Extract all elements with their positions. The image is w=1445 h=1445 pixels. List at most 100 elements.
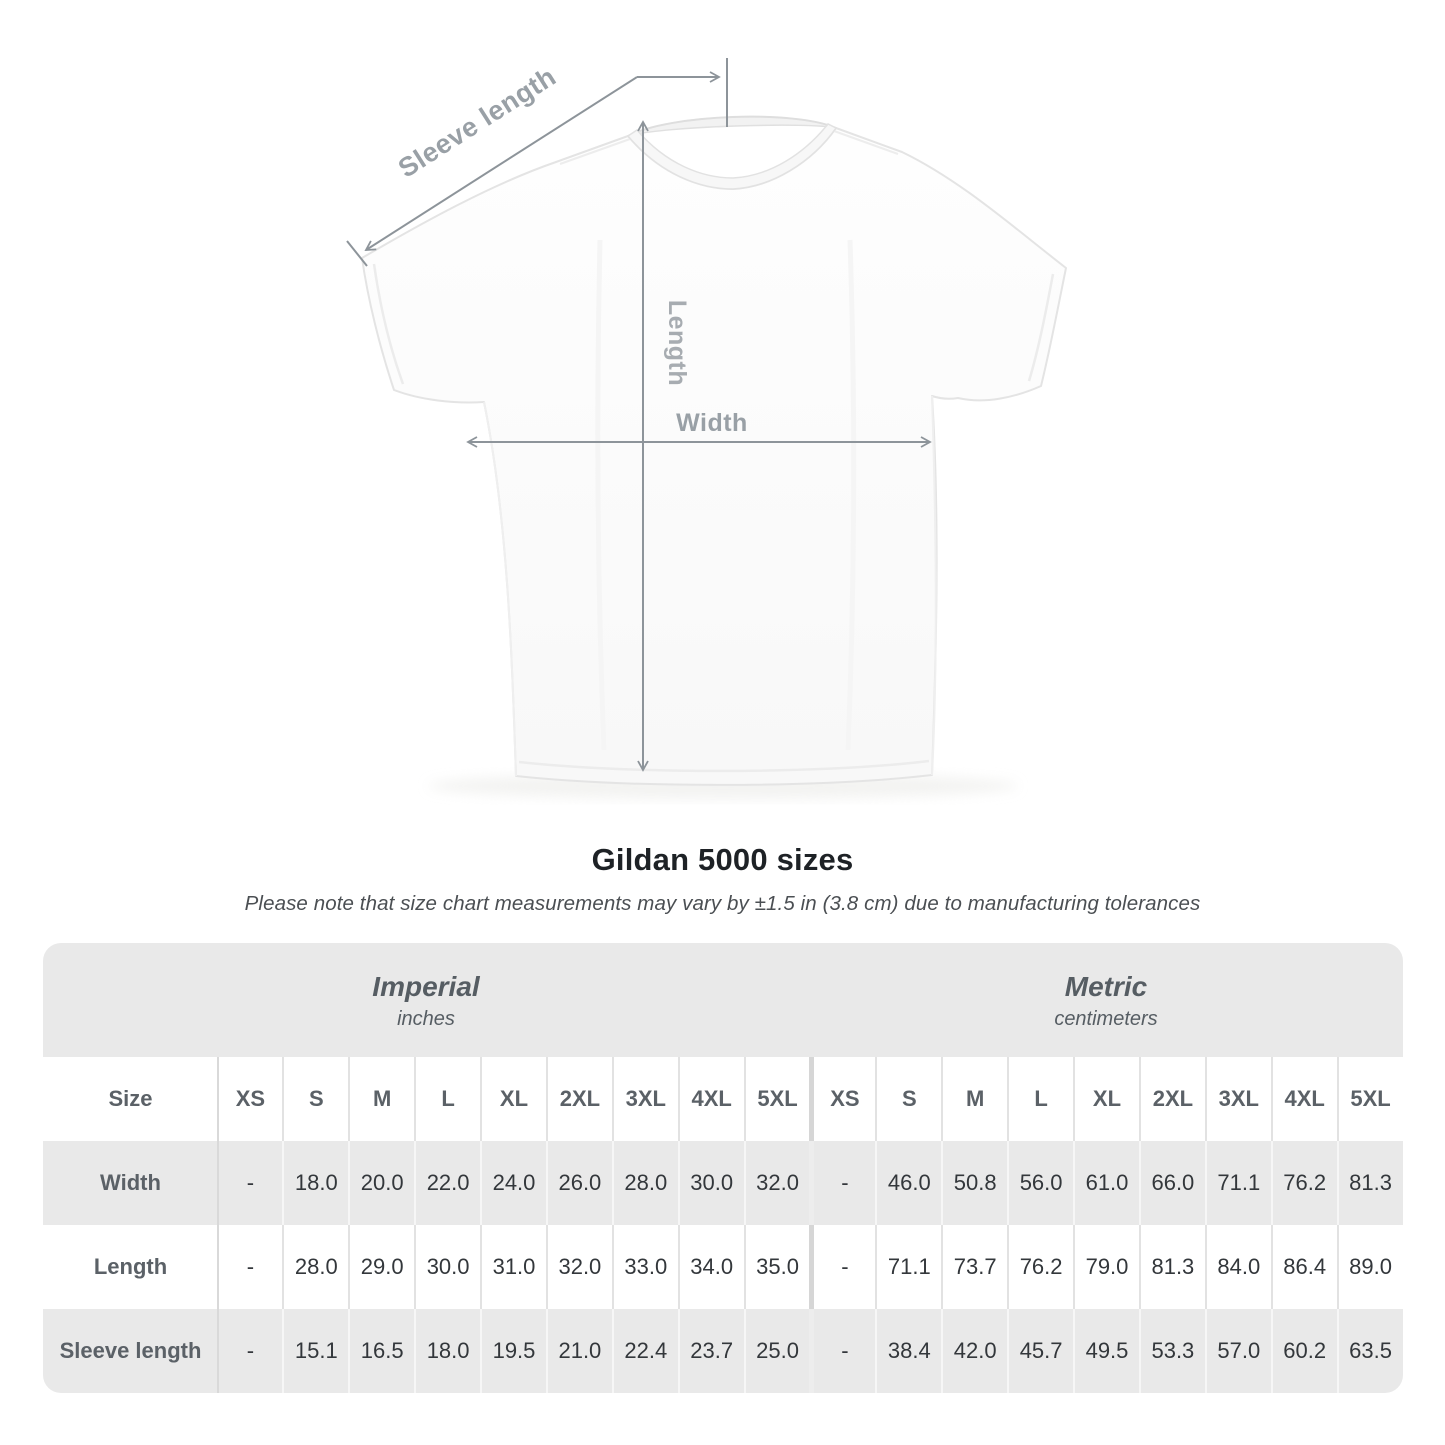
table-cell: 22.4 bbox=[611, 1309, 678, 1393]
row-label-width: Width bbox=[100, 1170, 161, 1195]
table-cell: 28.0 bbox=[282, 1225, 348, 1309]
size-header: M bbox=[941, 1057, 1007, 1141]
table-cell: 63.5 bbox=[1336, 1309, 1403, 1393]
length-row: Length - 28.0 29.0 30.0 31.0 32.0 33.0 3… bbox=[42, 1225, 1403, 1309]
sleeve-length-row: Sleeve length - 15.1 16.5 18.0 19.5 21.0… bbox=[42, 1309, 1403, 1393]
table-cell: - bbox=[809, 1309, 875, 1393]
size-header: 3XL bbox=[611, 1057, 678, 1141]
page-title: Gildan 5000 sizes bbox=[591, 842, 854, 877]
table-cell: 71.1 bbox=[1204, 1141, 1271, 1225]
table-cell: 71.1 bbox=[875, 1225, 941, 1309]
table-cell: 61.0 bbox=[1073, 1141, 1139, 1225]
table-cell: 89.0 bbox=[1336, 1225, 1403, 1309]
imperial-label: Imperial bbox=[372, 971, 480, 1002]
unit-band: Imperial inches Metric centimeters bbox=[42, 943, 1403, 1057]
table-cell: 33.0 bbox=[611, 1225, 678, 1309]
metric-sublabel: centimeters bbox=[1054, 1008, 1158, 1030]
size-header: L bbox=[414, 1057, 480, 1141]
table-cell: - bbox=[216, 1141, 283, 1225]
measurement-arrows bbox=[346, 58, 932, 772]
table-cell: 32.0 bbox=[545, 1225, 612, 1309]
imperial-sublabel: inches bbox=[397, 1008, 455, 1030]
size-header: 3XL bbox=[1204, 1057, 1271, 1141]
table-cell: 46.0 bbox=[875, 1141, 941, 1225]
size-header: XS bbox=[809, 1057, 875, 1141]
size-header: 2XL bbox=[1138, 1057, 1205, 1141]
table-cell: 76.2 bbox=[1007, 1225, 1073, 1309]
size-header: 4XL bbox=[677, 1057, 744, 1141]
unit-group-metric: Metric centimeters bbox=[810, 969, 1403, 1031]
width-row: Width - 18.0 20.0 22.0 24.0 26.0 28.0 30… bbox=[42, 1141, 1403, 1225]
size-table: Imperial inches Metric centimeters Size … bbox=[42, 943, 1403, 1393]
table-cell: 20.0 bbox=[348, 1141, 414, 1225]
table-cell: 25.0 bbox=[743, 1309, 810, 1393]
table-cell: 21.0 bbox=[545, 1309, 612, 1393]
table-cell: 49.5 bbox=[1073, 1309, 1139, 1393]
table-cell: 60.2 bbox=[1270, 1309, 1337, 1393]
size-header: M bbox=[348, 1057, 414, 1141]
table-cell: - bbox=[216, 1309, 283, 1393]
size-header-row: Size XS S M L XL 2XL 3XL 4XL 5XL XS S M … bbox=[42, 1057, 1403, 1141]
table-cell: 34.0 bbox=[677, 1225, 744, 1309]
table-cell: 32.0 bbox=[743, 1141, 810, 1225]
table-cell: 35.0 bbox=[743, 1225, 810, 1309]
table-cell: - bbox=[216, 1225, 283, 1309]
table-cell: 66.0 bbox=[1138, 1141, 1205, 1225]
table-cell: 53.3 bbox=[1138, 1309, 1205, 1393]
table-cell: 16.5 bbox=[348, 1309, 414, 1393]
table-cell: 73.7 bbox=[941, 1225, 1007, 1309]
table-cell: 15.1 bbox=[282, 1309, 348, 1393]
tshirt-diagram: Sleeve length Length Width bbox=[346, 58, 1067, 799]
table-cell: 26.0 bbox=[545, 1141, 612, 1225]
table-cell: 84.0 bbox=[1204, 1225, 1271, 1309]
table-cell: 56.0 bbox=[1007, 1141, 1073, 1225]
size-header: S bbox=[875, 1057, 941, 1141]
size-header: XS bbox=[216, 1057, 283, 1141]
table-cell: 30.0 bbox=[414, 1225, 480, 1309]
sleeve-end-tick bbox=[346, 240, 368, 267]
size-header: XL bbox=[1073, 1057, 1139, 1141]
sleeve-length-arrow bbox=[364, 76, 638, 251]
tshirt-illustration bbox=[361, 115, 1067, 786]
table-cell: 22.0 bbox=[414, 1141, 480, 1225]
table-cell: 81.3 bbox=[1336, 1141, 1403, 1225]
table-cell: - bbox=[809, 1141, 875, 1225]
size-column-header: Size bbox=[108, 1086, 153, 1111]
table-cell: 31.0 bbox=[480, 1225, 546, 1309]
size-header: 5XL bbox=[1336, 1057, 1403, 1141]
sleeve-length-label: Sleeve length bbox=[393, 61, 561, 183]
table-cell: 18.0 bbox=[414, 1309, 480, 1393]
size-header: S bbox=[282, 1057, 348, 1141]
table-cell: 79.0 bbox=[1073, 1225, 1139, 1309]
table-cell: 81.3 bbox=[1138, 1225, 1205, 1309]
size-header: L bbox=[1007, 1057, 1073, 1141]
table-cell: 50.8 bbox=[941, 1141, 1007, 1225]
table-cell: 45.7 bbox=[1007, 1309, 1073, 1393]
unit-group-imperial: Imperial inches bbox=[43, 969, 810, 1031]
table-cell: 42.0 bbox=[941, 1309, 1007, 1393]
table-cell: - bbox=[809, 1225, 875, 1309]
width-label: Width bbox=[676, 409, 748, 437]
table-cell: 38.4 bbox=[875, 1309, 941, 1393]
row-label-sleeve-length: Sleeve length bbox=[59, 1338, 202, 1363]
table-cell: 23.7 bbox=[677, 1309, 744, 1393]
heading: Gildan 5000 sizes Please note that size … bbox=[0, 842, 1445, 916]
table-cell: 86.4 bbox=[1270, 1225, 1337, 1309]
size-header: 5XL bbox=[743, 1057, 810, 1141]
table-cell: 57.0 bbox=[1204, 1309, 1271, 1393]
metric-label: Metric bbox=[1064, 971, 1148, 1002]
table-cell: 19.5 bbox=[480, 1309, 546, 1393]
table-cell: 24.0 bbox=[480, 1141, 546, 1225]
tolerance-note: Please note that size chart measurements… bbox=[244, 892, 1201, 915]
table-cell: 76.2 bbox=[1270, 1141, 1337, 1225]
length-label: Length bbox=[663, 300, 691, 386]
tshirt-measurement-figure: Sleeve length Length Width bbox=[346, 58, 1067, 799]
row-label-length: Length bbox=[93, 1254, 168, 1279]
table-cell: 29.0 bbox=[348, 1225, 414, 1309]
size-header: 2XL bbox=[545, 1057, 612, 1141]
size-header: XL bbox=[480, 1057, 546, 1141]
size-header: 4XL bbox=[1270, 1057, 1337, 1141]
table-cell: 28.0 bbox=[611, 1141, 678, 1225]
table-cell: 30.0 bbox=[677, 1141, 744, 1225]
table-cell: 18.0 bbox=[282, 1141, 348, 1225]
